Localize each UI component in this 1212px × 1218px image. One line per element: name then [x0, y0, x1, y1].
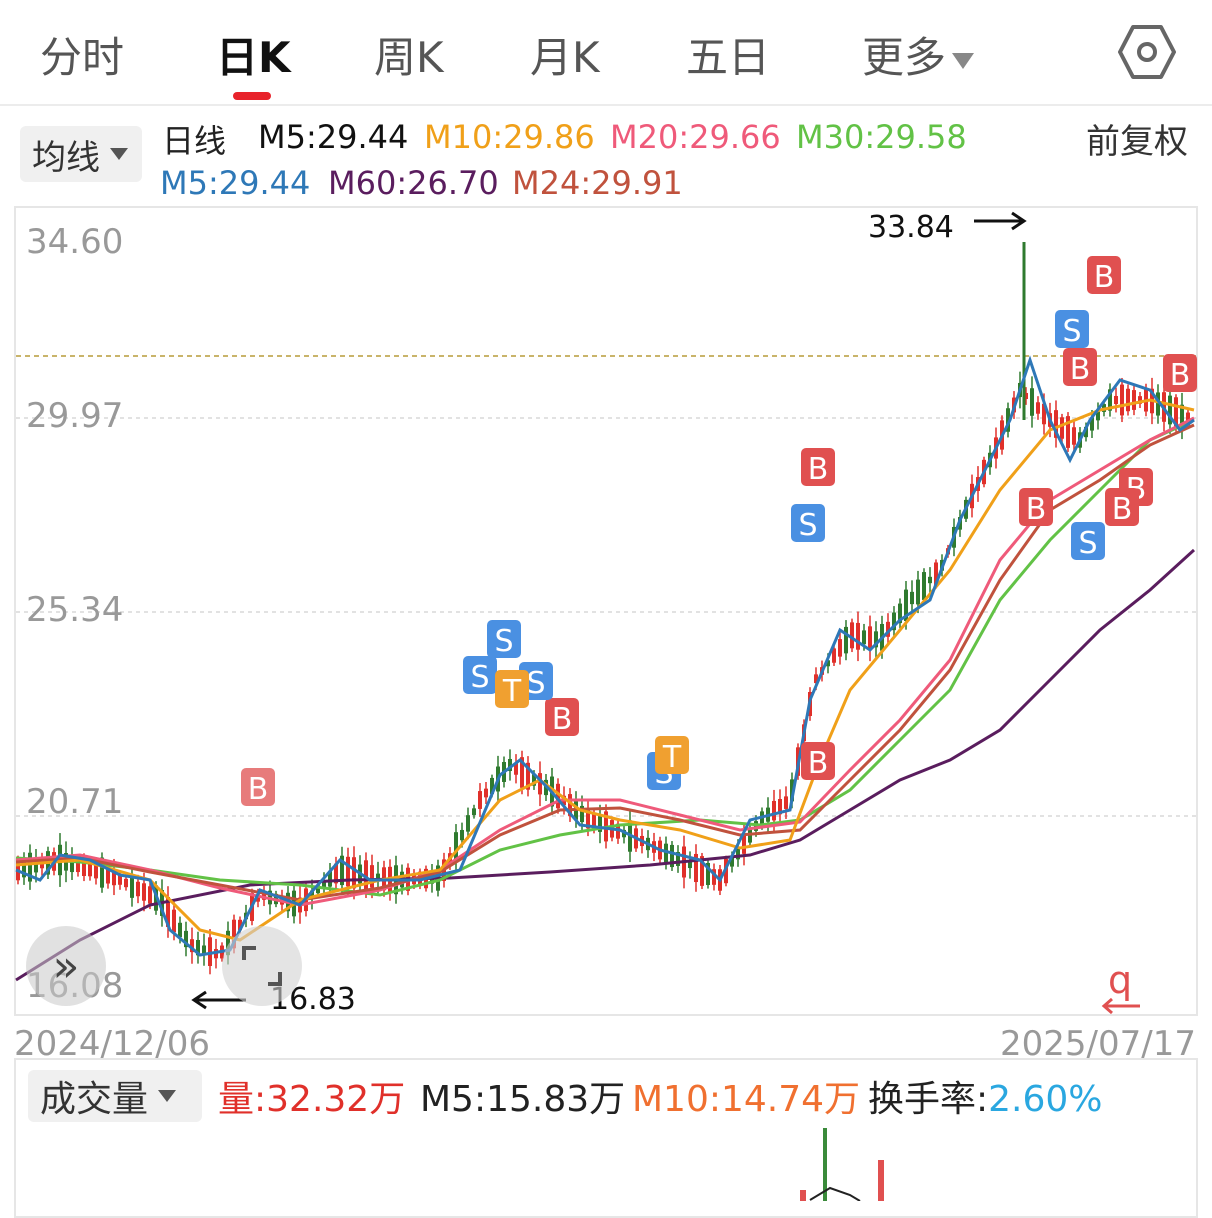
ma-label-m60: M60:26.70 [328, 164, 499, 202]
tab-daily-k[interactable]: 日K [216, 33, 291, 82]
volume-indicator-select[interactable]: 成交量 [28, 1070, 202, 1122]
x-axis-end-date: 2025/07/17 [1000, 1024, 1196, 1064]
ma-label-m5: M5:29.44 [258, 118, 409, 156]
tab-intraday[interactable]: 分时 [40, 33, 125, 82]
turnover-label: 换手率: [868, 1079, 989, 1120]
turnover-rate: 换手率:2.60% [868, 1070, 1103, 1122]
volume-m5: M5:15.83万 [420, 1079, 626, 1120]
fullscreen-icon [242, 946, 282, 986]
indicator-select[interactable]: 均线 [20, 126, 142, 182]
tab-five-day[interactable]: 五日 [686, 33, 771, 82]
volume-bars [800, 1128, 884, 1201]
period-label: 日线 [162, 122, 227, 160]
ma-label-m10: M10:29.86 [424, 118, 595, 156]
signal-q-label: q [1108, 958, 1133, 1002]
chevron-down-icon [110, 148, 128, 160]
y-tick-label: 20.71 [26, 782, 124, 822]
tab-monthly-k[interactable]: 月K [530, 33, 600, 82]
tab-more[interactable]: 更多 [862, 24, 975, 85]
tab-more-label: 更多 [862, 33, 947, 82]
volume-select-label: 成交量 [40, 1079, 149, 1120]
left-arrow-icon [1101, 997, 1140, 1015]
chevron-down-icon [158, 1090, 177, 1102]
y-tick-label: 25.34 [26, 590, 124, 630]
volume-m10: M10:14.74万 [632, 1079, 861, 1120]
max-price-label: 33.84 [868, 210, 954, 245]
ma-label-m24: M24:29.91 [512, 164, 683, 202]
price-adjust-toggle[interactable]: 前复权 [1086, 122, 1188, 162]
chevron-down-icon [952, 52, 975, 69]
y-tick-label: 29.97 [26, 396, 124, 436]
volume-value: 量:32.32万 [218, 1079, 406, 1120]
period-tab-bar: 分时 日K 周K 月K 五日 更多 [0, 0, 1212, 106]
hexagon-settings-icon[interactable] [1118, 24, 1176, 80]
double-chevron-icon: » [52, 940, 80, 992]
ma-label-m5-alt: M5:29.44 [160, 164, 311, 202]
active-tab-indicator [233, 92, 271, 100]
ma-label-m30: M30:29.58 [796, 118, 967, 156]
fullscreen-button[interactable] [222, 926, 302, 1006]
x-axis-start-date: 2024/12/06 [14, 1024, 210, 1064]
indicator-select-label: 均线 [32, 137, 100, 178]
turnover-value: 2.60% [988, 1079, 1103, 1120]
y-tick-label: 34.60 [26, 222, 124, 262]
expand-sidebar-button[interactable]: » [26, 926, 106, 1006]
ma-label-m20: M20:29.66 [610, 118, 781, 156]
kline-chart-frame[interactable] [14, 206, 1198, 1016]
tab-weekly-k[interactable]: 周K [374, 33, 444, 82]
